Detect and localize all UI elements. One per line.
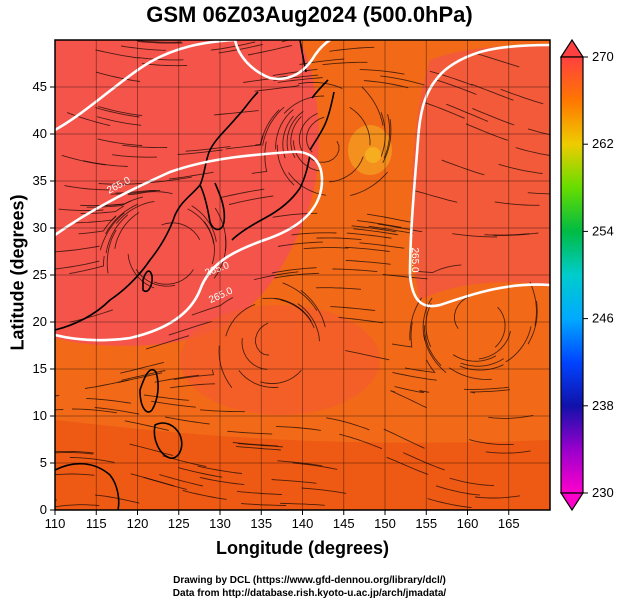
y-tick-label: 40 (33, 126, 47, 141)
x-tick-label: 155 (415, 516, 437, 531)
colorbar-tick-label: 238 (592, 398, 614, 413)
x-tick-label: 160 (457, 516, 479, 531)
x-tick-label: 120 (127, 516, 149, 531)
colorbar-gradient (560, 56, 584, 494)
colorbar-tick-label: 262 (592, 136, 614, 151)
y-tick-label: 5 (40, 455, 47, 470)
x-tick-label: 115 (86, 516, 107, 531)
y-axis: 0 5 10 15 20 25 30 35 40 45 (33, 79, 55, 517)
x-tick-label: 145 (333, 516, 355, 531)
x-tick-label: 140 (292, 516, 314, 531)
chart-title: GSM 06Z03Aug2024 (500.0hPa) (146, 2, 473, 27)
colorbar: 270 262 254 246 238 230 (559, 38, 614, 512)
colorbar-tick-label: 246 (592, 311, 614, 326)
colorbar-tick-label: 230 (592, 485, 614, 500)
y-tick-label: 20 (33, 314, 47, 329)
colorbar-tick-label: 270 (592, 49, 614, 64)
x-tick-label: 125 (168, 516, 190, 531)
credit-drawing: Drawing by DCL (https://www.gfd-dennou.o… (173, 575, 446, 586)
y-tick-label: 25 (33, 267, 47, 282)
contour-label: 265.0 (409, 247, 420, 272)
contours-265 (55, 40, 550, 342)
y-tick-label: 0 (40, 502, 47, 517)
x-tick-label: 130 (209, 516, 231, 531)
colorbar-top-arrow (559, 38, 585, 58)
y-tick-label: 30 (33, 220, 47, 235)
x-axis-label: Longitude (degrees) (215, 538, 389, 558)
coastlines (55, 40, 335, 510)
y-axis-label: Latitude (degrees) (7, 194, 28, 351)
x-axis: 110 115 120 125 130 135 140 145 150 155 160 165 (45, 510, 520, 531)
credit-data: Data from http://database.rish.kyoto-u.a… (172, 588, 447, 599)
y-tick-label: 15 (33, 361, 47, 376)
x-tick-label: 110 (45, 516, 66, 531)
x-tick-label: 150 (374, 516, 396, 531)
x-tick-label: 165 (498, 516, 520, 531)
colorbar-bottom-arrow (559, 492, 585, 512)
y-tick-label: 35 (33, 173, 47, 188)
y-tick-label: 10 (33, 408, 47, 423)
colorbar-tick-label: 254 (592, 223, 614, 238)
y-tick-label: 45 (33, 79, 47, 94)
x-tick-label: 135 (250, 516, 272, 531)
